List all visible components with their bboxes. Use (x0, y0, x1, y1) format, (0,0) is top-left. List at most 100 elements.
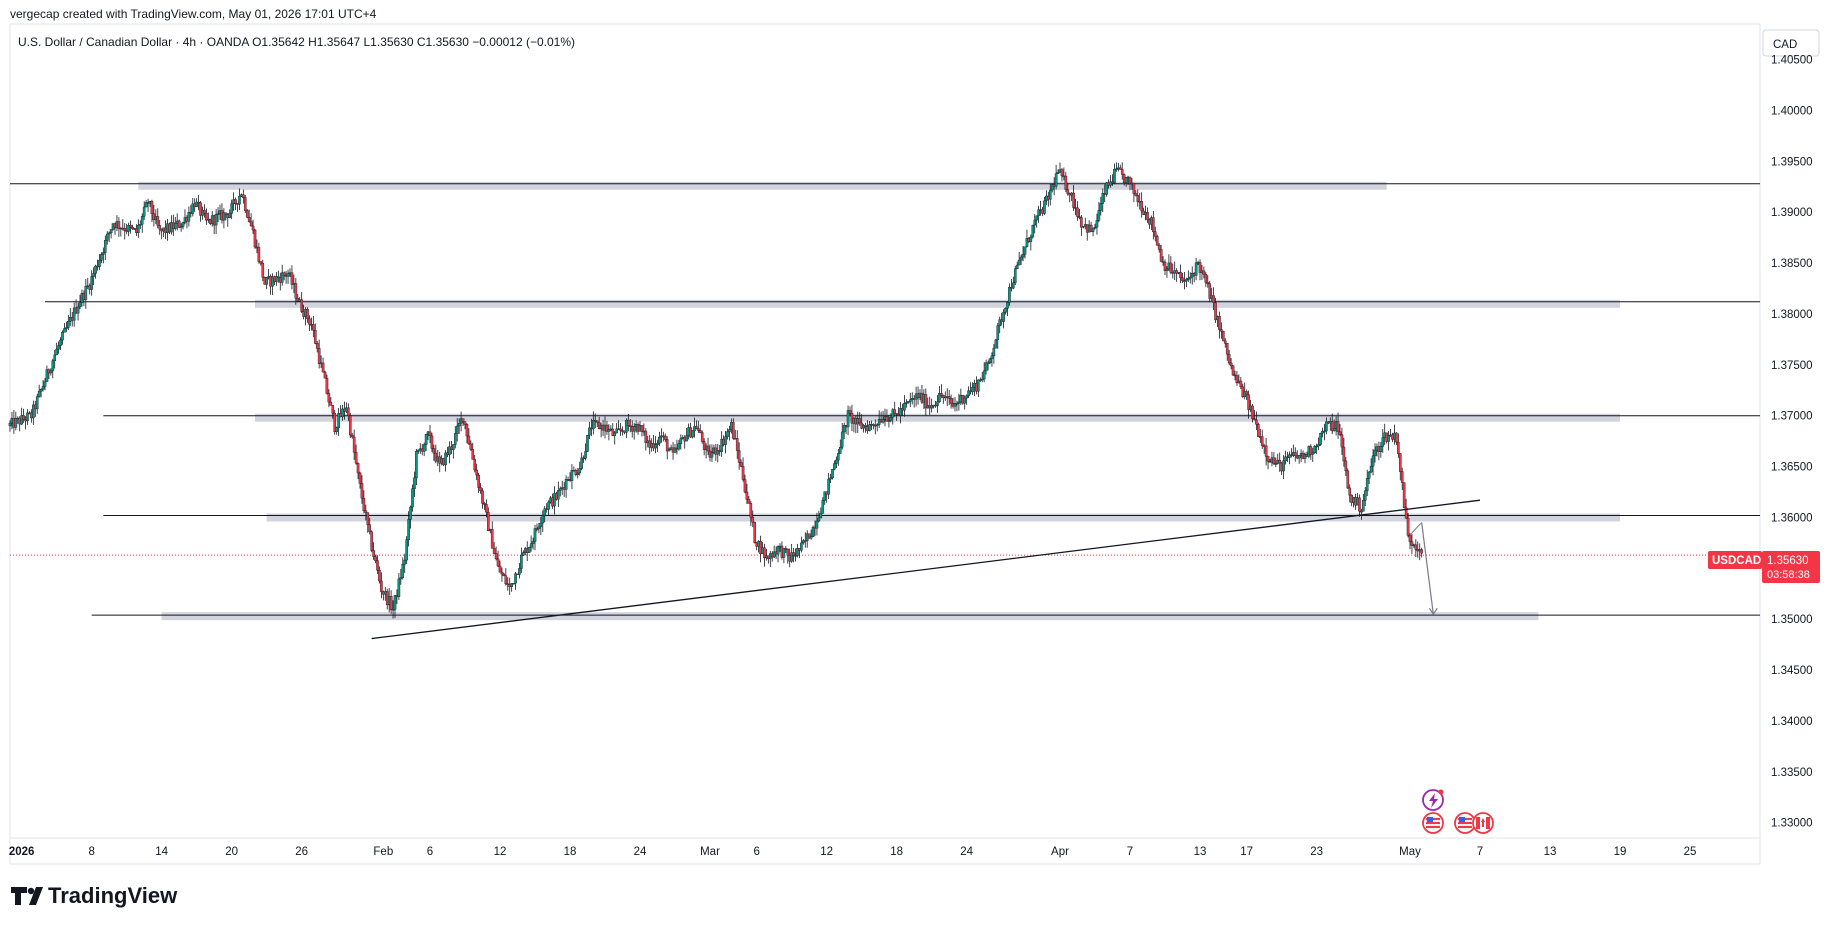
price-tag-bg (1762, 551, 1820, 583)
price-tick-label: 1.33000 (1771, 818, 1813, 830)
candle-up (592, 419, 595, 430)
candle-up (833, 463, 836, 470)
candle-down (242, 194, 245, 198)
ca-flag-icon[interactable] (1472, 812, 1494, 834)
candle-down (129, 225, 132, 228)
candle-up (399, 577, 403, 580)
candle-up (453, 433, 457, 445)
candle-up (978, 379, 982, 381)
candle-down (1202, 270, 1206, 275)
price-axis[interactable]: 1.40500 1.40000 1.39500 1.39000 1.38500 1.380… (1771, 55, 1813, 830)
candle-up (20, 415, 23, 425)
sr-zones (138, 181, 1621, 621)
time-tick-label: 6 (753, 846, 759, 858)
candle-up (411, 488, 414, 508)
candle-up (899, 407, 902, 416)
candle-down (313, 330, 317, 344)
trendline[interactable] (371, 499, 1481, 640)
candle-down (467, 435, 471, 445)
candle-down (895, 413, 898, 415)
candle-up (238, 196, 241, 205)
candle-up (1004, 308, 1007, 313)
candle-down (156, 216, 160, 226)
candle-up (1274, 463, 1278, 465)
candle-up (417, 449, 420, 452)
candle-up (337, 413, 340, 428)
candle-up (37, 390, 41, 397)
time-tick-label: 24 (634, 846, 647, 858)
candle-down (663, 435, 667, 440)
candle-down (471, 449, 475, 460)
candle-down (1410, 541, 1414, 546)
candle-down (1060, 169, 1064, 177)
candle-down (893, 409, 897, 414)
candle-down (924, 394, 928, 409)
candle-down (1395, 432, 1398, 443)
candle-down (325, 377, 329, 394)
bolt-event-icon[interactable] (1422, 789, 1444, 811)
candle-down (1206, 282, 1210, 284)
horizontal-lines[interactable] (10, 183, 1760, 616)
candle-down (300, 299, 303, 312)
candle-down (1146, 212, 1149, 220)
candle-down (500, 571, 504, 575)
candle-down (706, 445, 710, 452)
candle-up (558, 488, 562, 491)
candle-down (1198, 262, 1202, 273)
candle-up (403, 559, 407, 565)
candle-down (1229, 362, 1233, 367)
candle-up (1365, 478, 1369, 492)
candle-down (858, 418, 862, 424)
time-tick-label: 13 (1194, 846, 1207, 858)
time-tick-label: 7 (1477, 846, 1483, 858)
candle-down (1342, 446, 1346, 462)
time-axis[interactable]: 2026 8 14 20 26 Feb 6 12 18 24 Mar 6 12 18 24 Apr 7 13 17 2… (9, 846, 1697, 858)
candle-down (348, 415, 352, 436)
sr-zone (266, 513, 1621, 522)
candle-down (492, 548, 496, 554)
candle-up (1187, 277, 1190, 280)
candle-down (1420, 549, 1423, 554)
candle-down (1344, 460, 1348, 472)
candle-down (807, 533, 811, 539)
candle-up (776, 545, 780, 555)
candle-up (588, 427, 591, 436)
us-flag-icon[interactable] (1422, 812, 1444, 834)
candle-up (1037, 209, 1040, 216)
candle-down (949, 398, 953, 404)
price-tick-label: 1.35000 (1771, 614, 1813, 626)
candle-up (615, 428, 618, 434)
candle-down (885, 416, 889, 422)
candle-up (547, 501, 550, 510)
candle-up (1023, 246, 1027, 255)
candle-up (790, 552, 793, 562)
tradingview-logo-icon[interactable] (11, 887, 43, 905)
candle-down (473, 459, 477, 471)
candle-up (835, 459, 838, 464)
us-flag-icon[interactable] (1454, 812, 1476, 834)
projection-arrow[interactable] (1409, 522, 1438, 616)
candle-up (980, 378, 984, 381)
candle-up (971, 386, 974, 393)
candle-down (1414, 544, 1418, 550)
candle-up (230, 203, 233, 214)
candle-up (391, 609, 395, 611)
candle-down (370, 531, 373, 551)
candle-up (823, 491, 827, 501)
candle-up (43, 381, 47, 387)
candle-down (1255, 419, 1258, 425)
candle-up (1002, 311, 1005, 322)
candle-down (245, 210, 249, 218)
candle-up (26, 412, 29, 422)
currency-badge[interactable]: CAD (1762, 29, 1820, 57)
candle-down (498, 565, 502, 573)
candle-up (553, 493, 556, 507)
candle-up (1095, 220, 1099, 228)
candle-up (539, 522, 543, 528)
candle-down (347, 407, 350, 417)
sr-zone (255, 413, 1620, 422)
candle-down (249, 221, 253, 227)
candle-up (965, 395, 968, 399)
candle-up (726, 431, 729, 437)
